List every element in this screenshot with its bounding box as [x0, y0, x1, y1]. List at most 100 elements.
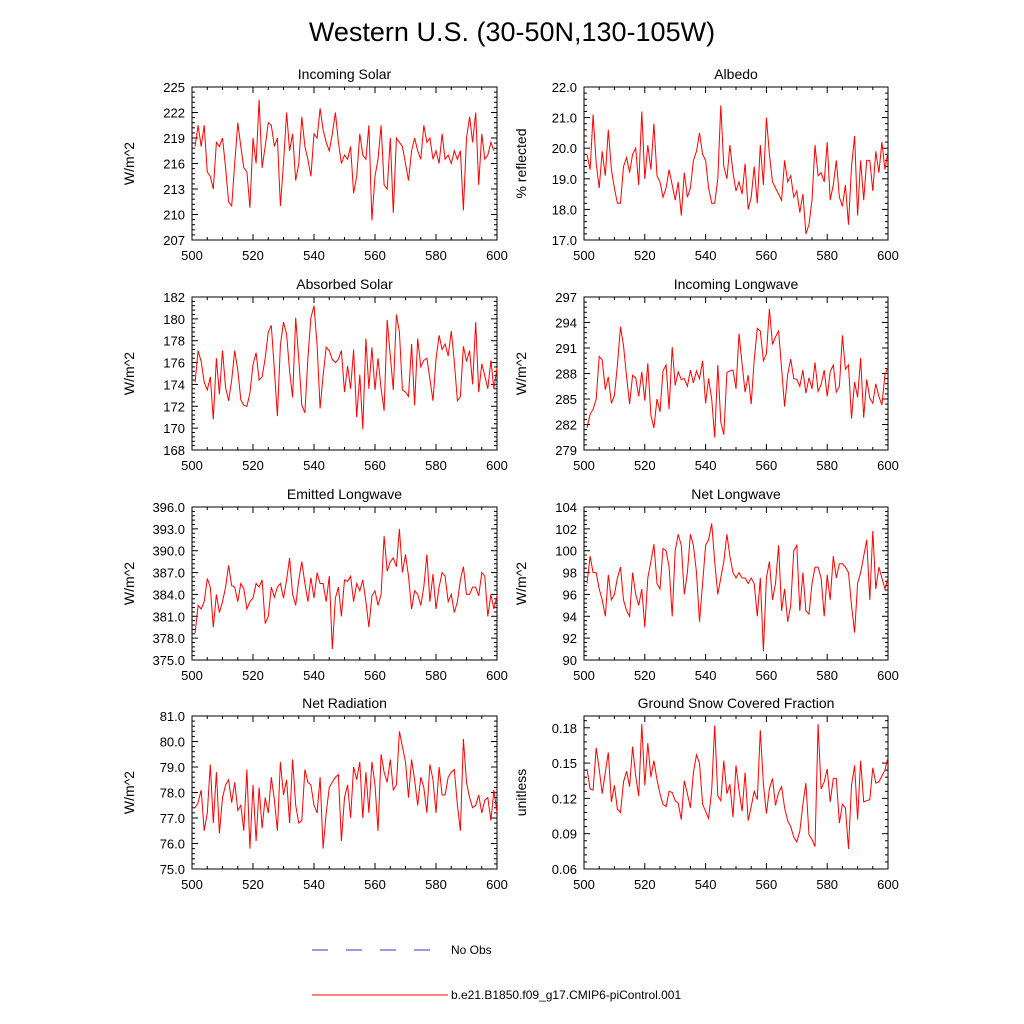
x-tick-label: 600 [877, 668, 899, 683]
y-tick-label: 104 [555, 500, 577, 515]
y-tick-label: 393.0 [152, 522, 185, 537]
x-tick-label: 580 [816, 877, 838, 892]
y-tick-label: 213 [163, 182, 185, 197]
x-tick-label: 560 [756, 668, 778, 683]
y-tick-label: 182 [163, 290, 185, 305]
y-axis-label: % reflected [513, 128, 529, 198]
plot-frame [583, 86, 889, 241]
x-tick-label: 500 [181, 458, 203, 473]
y-axis-label: W/m^2 [513, 352, 529, 395]
x-tick-label: 580 [425, 877, 447, 892]
chart-title: Western U.S. (30-50N,130-105W) [309, 17, 715, 47]
x-tick-label: 600 [877, 248, 899, 263]
x-tick-label: 540 [695, 877, 717, 892]
x-tick-label: 540 [303, 877, 325, 892]
y-tick-label: 90 [563, 653, 577, 668]
y-axis-label: W/m^2 [121, 352, 137, 395]
x-tick-label: 520 [242, 458, 264, 473]
series-line-emitted-longwave [194, 528, 498, 650]
series-line-ground-snow-covered-fraction [586, 724, 889, 850]
series-line-net-radiation [194, 731, 498, 849]
series-line-net-longwave [586, 523, 889, 652]
y-tick-label: 17.0 [552, 233, 577, 248]
y-tick-label: 390.0 [152, 544, 185, 559]
y-axis-label: unitless [513, 769, 529, 816]
series-line-albedo [586, 105, 889, 235]
x-tick-label: 500 [181, 877, 203, 892]
y-tick-label: 178 [163, 334, 185, 349]
x-tick-label: 500 [181, 668, 203, 683]
y-tick-label: 94 [563, 609, 577, 624]
x-tick-label: 500 [573, 668, 595, 683]
y-axis-label: W/m^2 [121, 771, 137, 814]
panel-title: Net Radiation [302, 695, 387, 711]
x-tick-label: 600 [486, 248, 508, 263]
y-tick-label: 207 [163, 233, 185, 248]
series-line-absorbed-solar [194, 305, 498, 430]
x-tick-label: 560 [364, 248, 386, 263]
panels: Incoming Solar W/m^2 500 520 540 560 580 600 207… [121, 66, 899, 892]
y-axis-label: W/m^2 [121, 142, 137, 185]
y-tick-label: 288 [555, 367, 577, 382]
legend: No Obs b.e21.B1850.f09_g17.CMIP6-piContr… [312, 943, 681, 1002]
y-tick-label: 19.0 [552, 172, 577, 187]
y-tick-label: 375.0 [152, 653, 185, 668]
x-tick-label: 520 [634, 668, 656, 683]
panel-incoming-solar: Incoming Solar W/m^2 500 520 540 560 580 600 207… [121, 66, 508, 263]
panel-title: Albedo [714, 66, 758, 82]
y-tick-label: 96 [563, 587, 577, 602]
x-tick-label: 520 [634, 877, 656, 892]
y-tick-label: 172 [163, 399, 185, 414]
panel-title: Incoming Longwave [674, 276, 799, 292]
x-tick-label: 560 [756, 458, 778, 473]
x-tick-label: 560 [364, 668, 386, 683]
x-tick-label: 580 [425, 458, 447, 473]
x-tick-label: 520 [634, 248, 656, 263]
panel-incoming-longwave: Incoming Longwave W/m^2 500 520 540 560 580 600… [513, 276, 899, 473]
x-tick-label: 560 [364, 458, 386, 473]
x-tick-label: 500 [573, 248, 595, 263]
y-tick-label: 0.12 [552, 791, 577, 806]
y-tick-label: 77.0 [160, 811, 185, 826]
y-tick-label: 0.09 [552, 827, 577, 842]
panel-ground-snow-covered-fraction: Ground Snow Covered Fraction unitless 500 5… [513, 695, 899, 892]
x-tick-label: 560 [364, 877, 386, 892]
y-tick-label: 76.0 [160, 837, 185, 852]
x-tick-label: 540 [695, 248, 717, 263]
x-tick-label: 540 [303, 668, 325, 683]
x-tick-label: 520 [242, 877, 264, 892]
panel-albedo: Albedo % reflected 500 520 540 560 580 600 17.0 1… [513, 66, 899, 263]
series-line-incoming-solar [194, 99, 495, 221]
y-tick-label: 100 [555, 544, 577, 559]
y-tick-label: 378.0 [152, 631, 185, 646]
x-tick-label: 600 [877, 877, 899, 892]
legend-label-model: b.e21.B1850.f09_g17.CMIP6-piControl.001 [451, 988, 681, 1002]
y-tick-label: 384.0 [152, 587, 185, 602]
x-tick-label: 600 [486, 458, 508, 473]
y-tick-label: 92 [563, 631, 577, 646]
plot-frame [191, 715, 498, 870]
x-tick-label: 560 [756, 248, 778, 263]
y-tick-label: 285 [555, 392, 577, 407]
x-tick-label: 520 [242, 248, 264, 263]
y-tick-label: 222 [163, 106, 185, 121]
panel-title: Emitted Longwave [287, 486, 402, 502]
y-tick-label: 0.18 [552, 721, 577, 736]
panel-title: Net Longwave [691, 486, 781, 502]
plot-frame [583, 715, 889, 870]
y-tick-label: 20.0 [552, 141, 577, 156]
y-axis-label: W/m^2 [513, 562, 529, 605]
panel-title: Absorbed Solar [296, 276, 393, 292]
y-tick-label: 176 [163, 356, 185, 371]
panel-title: Incoming Solar [298, 66, 392, 82]
plot-frame [583, 506, 889, 661]
legend-label-no-obs: No Obs [451, 943, 492, 957]
x-tick-label: 520 [634, 458, 656, 473]
y-tick-label: 0.06 [552, 862, 577, 877]
y-tick-label: 180 [163, 312, 185, 327]
y-tick-label: 18.0 [552, 202, 577, 217]
plot-frame [583, 296, 889, 451]
y-tick-label: 79.0 [160, 760, 185, 775]
y-tick-label: 168 [163, 443, 185, 458]
panel-title: Ground Snow Covered Fraction [638, 695, 835, 711]
